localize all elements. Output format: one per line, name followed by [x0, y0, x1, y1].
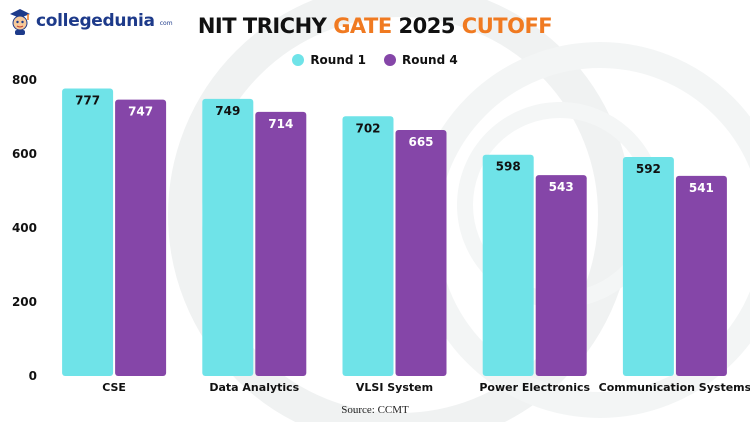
x-tick-label-cse: CSE: [102, 381, 126, 394]
title-part-cutoff: CUTOFF: [461, 14, 553, 38]
y-tick-label-600: 600: [12, 147, 37, 161]
bar-round-4-data-analytics: [255, 111, 307, 376]
graduate-mascot-icon: [10, 9, 30, 35]
bar-round-4-communication-systems: [675, 175, 727, 376]
data-label-round-1-vlsi-system: 702: [355, 121, 380, 135]
x-tick-label-data-analytics: Data Analytics: [209, 381, 299, 394]
logo-wordmark: collegedunia: [36, 11, 155, 31]
legend-item-round-4: Round 4: [384, 53, 458, 67]
data-label-round-1-communication-systems: 592: [636, 162, 661, 176]
data-label-round-1-power-electronics: 598: [496, 160, 521, 174]
chart-legend: Round 1 Round 4: [0, 53, 750, 67]
bar-round-4-cse: [115, 99, 167, 377]
bar-round-4-power-electronics: [535, 175, 587, 376]
title-part-gate: GATE: [333, 14, 392, 38]
y-tick-label-0: 0: [29, 369, 37, 383]
x-tick-label-communication-systems: Communication Systems: [599, 381, 750, 394]
data-label-round-1-cse: 777: [75, 94, 100, 108]
logo-suffix: com: [159, 20, 173, 27]
data-label-round-4-power-electronics: 543: [549, 180, 574, 194]
y-tick-label-800: 800: [12, 73, 37, 87]
source-note: Source: CCMT: [341, 404, 409, 416]
bar-round-1-communication-systems: [622, 156, 674, 376]
bar-round-1-cse: [62, 88, 114, 376]
data-label-round-4-data-analytics: 714: [268, 117, 293, 131]
data-label-round-1-data-analytics: 749: [215, 104, 240, 118]
bar-round-1-data-analytics: [202, 98, 254, 377]
y-tick-label-400: 400: [12, 221, 37, 235]
chart-title: NIT TRICHY GATE 2025 CUTOFF: [0, 14, 750, 38]
title-part-year: 2025: [398, 14, 456, 38]
data-label-round-4-communication-systems: 541: [689, 181, 714, 195]
x-tick-label-vlsi-system: VLSI System: [356, 381, 433, 394]
legend-label-round-4: Round 4: [402, 53, 458, 67]
legend-swatch-round-4: [384, 54, 396, 66]
legend-label-round-1: Round 1: [310, 53, 366, 67]
y-tick-label-200: 200: [12, 295, 37, 309]
title-part-nit-trichy: NIT TRICHY: [197, 14, 327, 38]
x-tick-label-power-electronics: Power Electronics: [479, 381, 590, 394]
bar-round-1-power-electronics: [482, 154, 534, 376]
legend-swatch-round-1: [292, 54, 305, 66]
bar-round-1-vlsi-system: [342, 116, 394, 376]
data-label-round-4-vlsi-system: 665: [408, 135, 433, 149]
brand-logo[interactable]: collegedunia com: [8, 6, 173, 36]
data-label-round-4-cse: 747: [128, 105, 153, 119]
legend-item-round-1: Round 1: [292, 53, 366, 67]
bar-round-4-vlsi-system: [395, 129, 447, 376]
